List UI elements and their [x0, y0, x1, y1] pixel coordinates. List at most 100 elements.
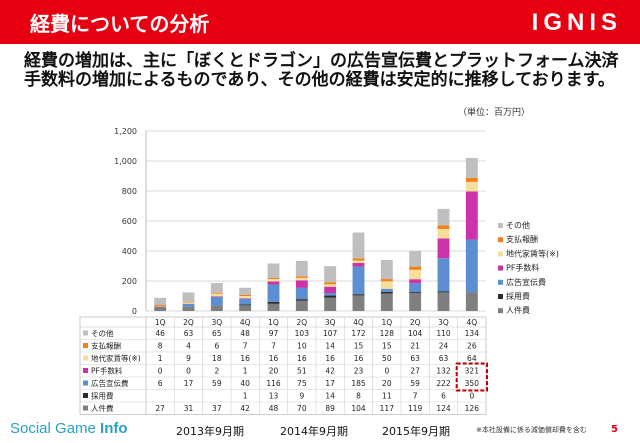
- x-tick-label: 2Q: [296, 318, 307, 327]
- slide-title: 経費についての分析: [30, 12, 210, 36]
- legend-label: 採用費: [506, 291, 530, 301]
- data-label: 10: [297, 342, 307, 351]
- legend-label: PF手数料: [506, 263, 539, 273]
- data-label: 42: [325, 367, 335, 376]
- data-label: 7: [271, 342, 276, 351]
- x-tick-label: 4Q: [466, 318, 477, 327]
- y-tick-label: 200: [122, 277, 137, 286]
- data-label: 8: [356, 392, 361, 401]
- data-label: 20: [269, 367, 279, 376]
- bar-segment: [437, 292, 450, 311]
- x-tick-label: 3Q: [325, 318, 336, 327]
- table-row-label: 地代家賃等(※): [91, 353, 141, 363]
- legend-label: その他: [506, 220, 530, 230]
- data-label: 126: [465, 404, 480, 413]
- bar-segment: [465, 157, 478, 178]
- data-label: 64: [467, 354, 477, 363]
- bar-segment: [267, 281, 280, 285]
- data-label: 103: [295, 329, 310, 338]
- bar-segment: [295, 276, 308, 278]
- table-legend-swatch: [83, 405, 88, 411]
- x-tick-label: 3Q: [438, 318, 449, 327]
- summary-text: 経費の増加は、主に「ぼくとドラゴン」の広告宣伝費とプラットフォーム決済手数料の増…: [24, 51, 619, 90]
- bar-segment: [380, 279, 393, 282]
- legend-swatch: [498, 308, 503, 314]
- legend-swatch: [498, 265, 503, 271]
- bar-segment: [380, 293, 393, 311]
- data-label: 0: [469, 392, 474, 401]
- table-legend-swatch: [83, 355, 88, 361]
- brand-suffix: Info: [100, 420, 128, 437]
- data-label: 59: [212, 379, 222, 388]
- bar-segment: [324, 295, 337, 298]
- legend-label: 人件費: [506, 305, 530, 315]
- data-label: 13: [269, 392, 279, 401]
- bar-segment: [267, 263, 280, 278]
- bar-segment: [352, 260, 365, 263]
- period-label-2013: 2013年9月期: [176, 425, 244, 438]
- data-label: 104: [351, 404, 366, 413]
- data-label: 124: [436, 404, 451, 413]
- bar-segment: [324, 293, 337, 296]
- table-legend-swatch: [83, 343, 88, 348]
- x-tick-label: 2Q: [410, 318, 421, 327]
- data-label: 18: [212, 354, 222, 363]
- data-label: 23: [354, 367, 364, 376]
- y-tick-label: 800: [122, 187, 137, 196]
- data-label: 24: [439, 342, 449, 351]
- bar-segment: [437, 208, 450, 226]
- bar-segment: [352, 266, 365, 295]
- bar-segment: [154, 305, 167, 307]
- data-label: 65: [212, 329, 222, 338]
- data-label: 26: [467, 342, 477, 351]
- bar-segment: [210, 292, 223, 294]
- data-label: 17: [184, 379, 194, 388]
- legend-swatch: [498, 237, 503, 243]
- x-tick-label: 1Q: [268, 318, 279, 327]
- data-label: 119: [408, 404, 423, 413]
- table-row-label: 広告宣伝費: [91, 378, 129, 388]
- bar-segment: [239, 296, 252, 299]
- bar-segment: [409, 266, 422, 270]
- bar-segment: [295, 287, 308, 300]
- bar-segment: [295, 277, 308, 281]
- bar-segment: [267, 279, 280, 282]
- data-label: 14: [325, 392, 335, 401]
- data-label: 20: [382, 379, 392, 388]
- data-label: 7: [413, 392, 418, 401]
- data-label: 37: [212, 404, 222, 413]
- data-label: 51: [297, 367, 307, 376]
- data-label: 8: [158, 342, 163, 351]
- bar-segment: [437, 258, 450, 292]
- y-tick-label: 400: [122, 247, 137, 256]
- bar-segment: [239, 287, 252, 295]
- data-label: 134: [465, 329, 480, 338]
- table-row-label: PF手数料: [91, 366, 123, 376]
- bar-segment: [182, 302, 195, 304]
- data-label: 0: [384, 367, 389, 376]
- data-label: 107: [323, 329, 338, 338]
- data-label: 2: [214, 367, 219, 376]
- footnote: ※本社設備に係る減価償却費を含む: [476, 426, 587, 434]
- table-row-label: 採用費: [91, 391, 114, 401]
- bar-segment: [324, 286, 337, 293]
- legend-label: 広告宣伝費: [506, 277, 546, 287]
- data-label: 350: [465, 379, 480, 388]
- data-label: 6: [158, 379, 163, 388]
- data-label: 6: [441, 392, 446, 401]
- data-label: 16: [269, 354, 279, 363]
- bar-segment: [295, 280, 308, 288]
- data-label: 110: [436, 329, 451, 338]
- legend-swatch: [498, 223, 503, 228]
- legend-swatch: [498, 294, 503, 299]
- table-border: [79, 316, 487, 415]
- legend-swatch: [498, 251, 503, 257]
- data-label: 321: [465, 367, 480, 376]
- bar-segment: [465, 239, 478, 293]
- data-label: 63: [410, 354, 420, 363]
- bar-segment: [182, 306, 195, 311]
- bar-segment: [324, 282, 337, 285]
- data-label: 15: [354, 342, 364, 351]
- data-label: 128: [380, 329, 395, 338]
- bar-segment: [380, 281, 393, 289]
